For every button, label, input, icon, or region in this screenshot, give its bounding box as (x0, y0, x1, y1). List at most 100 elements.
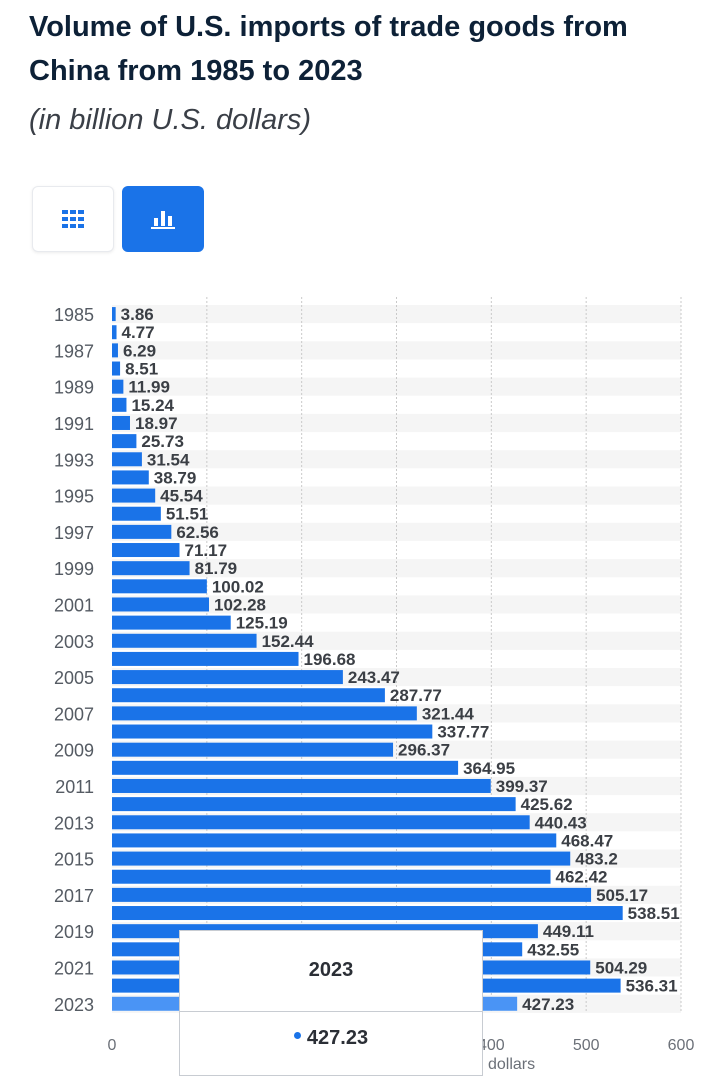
value-label-1990: 15.24 (131, 396, 174, 415)
bar-2000[interactable] (112, 579, 207, 594)
value-labels: 3.864.776.298.5111.9915.2418.9725.7331.5… (121, 305, 680, 1014)
value-label-1994: 38.79 (154, 468, 197, 487)
y-tick-label: 2021 (54, 958, 94, 978)
bar-1991[interactable] (112, 415, 130, 430)
y-tick-label: 2001 (54, 595, 94, 615)
value-label-2013: 440.43 (535, 813, 587, 832)
value-label-1999: 81.79 (195, 559, 238, 578)
bar-1989[interactable] (112, 379, 124, 394)
value-label-2007: 321.44 (422, 704, 475, 723)
series-dot-icon (293, 1032, 301, 1040)
chart-subtitle: (in billion U.S. dollars) (29, 104, 312, 136)
bar-2002[interactable] (112, 615, 231, 630)
value-label-2018: 538.51 (628, 904, 680, 923)
x-tick-label: 0 (108, 1037, 117, 1054)
value-label-2015: 483.2 (575, 850, 618, 869)
y-tick-label: 2013 (54, 813, 94, 833)
row-band (112, 595, 681, 614)
bar-2003[interactable] (112, 633, 257, 648)
bar-2016[interactable] (112, 869, 551, 884)
bar-chart-icon (151, 211, 175, 229)
value-label-1986: 4.77 (122, 323, 155, 342)
y-tick-label: 1997 (54, 523, 94, 543)
y-tick-label: 2007 (54, 704, 94, 724)
row-band (112, 450, 681, 469)
value-label-2012: 425.62 (521, 795, 573, 814)
bar-1990[interactable] (112, 397, 127, 412)
bar-1992[interactable] (112, 434, 137, 449)
value-label-2010: 364.95 (463, 759, 515, 778)
value-label-1991: 18.97 (135, 414, 178, 433)
bar-2010[interactable] (112, 760, 459, 775)
bar-1994[interactable] (112, 470, 149, 485)
value-label-2022: 536.31 (626, 977, 678, 996)
row-band (112, 522, 681, 541)
value-label-2008: 337.77 (437, 723, 489, 742)
value-label-1993: 31.54 (147, 450, 190, 469)
tooltip-row: 427.23 (180, 1027, 482, 1050)
value-label-1996: 51.51 (166, 505, 209, 524)
value-label-2000: 100.02 (212, 577, 264, 596)
y-tick-label: 2009 (54, 741, 94, 761)
bar-2012[interactable] (112, 797, 516, 812)
value-label-2001: 102.28 (214, 595, 266, 614)
value-label-2017: 505.17 (596, 886, 648, 905)
value-label-2009: 296.37 (398, 741, 450, 760)
bar-1986[interactable] (112, 325, 117, 340)
bar-1988[interactable] (112, 361, 121, 376)
bars (112, 307, 623, 1011)
y-axis-labels: 1985 1987 1989 1991 1993 1995 1997 1999 2001 2003… (54, 305, 94, 1015)
tooltip-value: 427.23 (306, 1027, 369, 1049)
value-label-2020: 432.55 (527, 940, 579, 959)
bar-2014[interactable] (112, 833, 557, 848)
bar-2007[interactable] (112, 706, 417, 721)
value-label-1987: 6.29 (123, 341, 156, 360)
value-label-1985: 3.86 (121, 305, 154, 324)
bar-2009[interactable] (112, 742, 394, 757)
bar-1998[interactable] (112, 543, 180, 558)
tooltip: 2023 427.23 (179, 930, 483, 1076)
bar-1997[interactable] (112, 524, 172, 539)
bar-1985[interactable] (112, 307, 116, 322)
chart-view-button[interactable] (122, 186, 204, 252)
table-view-button[interactable] (32, 186, 114, 252)
value-label-2019: 449.11 (543, 922, 594, 941)
bar-2004[interactable] (112, 651, 299, 666)
value-label-1988: 8.51 (125, 360, 158, 379)
bar-1996[interactable] (112, 506, 161, 521)
bar-2017[interactable] (112, 887, 592, 902)
bar-2001[interactable] (112, 597, 209, 612)
value-label-1992: 25.73 (141, 432, 184, 451)
y-tick-label: 2003 (54, 632, 94, 652)
bar-1987[interactable] (112, 343, 118, 358)
bar-1999[interactable] (112, 561, 190, 576)
bar-2005[interactable] (112, 670, 343, 685)
value-label-2002: 125.19 (236, 614, 288, 633)
value-label-2005: 243.47 (348, 668, 400, 687)
value-label-1998: 71.17 (184, 541, 227, 560)
y-tick-label: 1987 (54, 341, 94, 361)
y-tick-label: 2005 (54, 668, 94, 688)
bar-1993[interactable] (112, 452, 142, 467)
x-tick-label: 500 (573, 1037, 600, 1054)
value-label-2003: 152.44 (262, 632, 315, 651)
bar-2011[interactable] (112, 778, 491, 793)
y-tick-label: 2011 (55, 777, 94, 797)
y-tick-label: 1991 (54, 414, 94, 434)
bar-1995[interactable] (112, 488, 156, 503)
value-label-1989: 11.99 (128, 378, 170, 397)
value-label-2014: 468.47 (561, 831, 613, 850)
value-label-2006: 287.77 (390, 686, 442, 705)
value-label-2023: 427.23 (522, 995, 574, 1014)
bar-2015[interactable] (112, 851, 571, 866)
bar-2008[interactable] (112, 724, 433, 739)
bar-2013[interactable] (112, 815, 530, 830)
y-tick-label: 1993 (54, 450, 94, 470)
y-tick-label: 2019 (54, 922, 94, 942)
value-label-1995: 45.54 (160, 487, 203, 506)
value-label-1997: 62.56 (176, 523, 219, 542)
bar-2018[interactable] (112, 906, 623, 921)
x-tick-label: 400 (478, 1037, 505, 1054)
bar-2006[interactable] (112, 688, 385, 703)
row-band (112, 486, 681, 505)
